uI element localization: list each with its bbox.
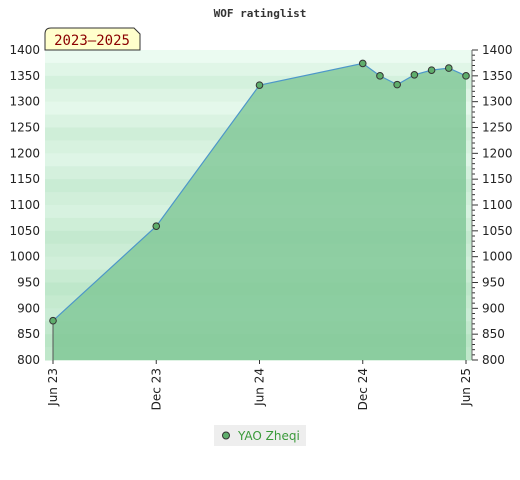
y-tick-label-right: 1300 [482,95,513,109]
x-axis: Jun 23 Dec 23 Jun 24 Dec 24 Jun 25 [46,360,473,410]
y-axis-right: 800 850 900 950 1000 1050 1100 1150 1200 1250 1300… [471,43,513,367]
y-tick-label-left: 1000 [9,250,40,264]
period-badge: 2023–2025 [44,27,141,51]
series-line [52,62,467,322]
y-tick-label-left: 1350 [9,69,40,83]
data-point[interactable] [427,66,436,74]
chart-title: WOF ratinglist [214,7,307,20]
x-tick-label: Jun 25 [459,368,473,407]
x-tick-label: Jun 23 [46,368,60,407]
y-tick-label-left: 850 [17,327,40,341]
data-point[interactable] [410,71,419,79]
y-tick-label-right: 1200 [482,146,513,160]
y-tick-label-right: 800 [482,353,505,367]
y-tick-label-right: 1400 [482,43,513,57]
data-point[interactable] [393,80,401,89]
legend-marker [222,431,230,440]
series-area-fill [53,63,466,360]
x-tick-label: Jun 24 [253,368,267,407]
y-tick-label-left: 1250 [9,121,40,135]
data-point[interactable] [152,222,161,230]
y-tick-label-right: 1150 [482,172,513,186]
y-tick-label-left: 1200 [9,146,40,160]
data-point[interactable] [49,316,57,325]
y-tick-label-left: 1400 [9,43,40,57]
y-tick-label-left: 950 [17,276,40,290]
data-point[interactable] [462,72,470,80]
data-point[interactable] [444,64,453,72]
y-tick-label-right: 1250 [482,121,513,135]
y-tick-label-right: 900 [482,301,505,315]
legend-box [214,425,306,446]
y-tick-label-left: 1300 [9,95,40,109]
y-tick-label-right: 1050 [482,224,513,238]
data-point[interactable] [358,59,367,68]
y-tick-label-right: 1350 [482,69,513,83]
y-tick-label-right: 1100 [482,198,513,212]
legend-label: YAO Zheqi [237,429,300,443]
plot-band [45,62,472,77]
x-tick-label: Dec 23 [149,368,163,410]
series-area [49,59,470,360]
y-tick-label-left: 1100 [9,198,40,212]
legend[interactable]: YAO Zheqi [214,425,306,446]
y-tick-label-right: 1000 [482,250,513,264]
y-axis-left: 800 850 900 950 1000 1050 1100 1150 1200 1250 1300… [9,43,40,367]
period-label: 2023–2025 [54,33,130,49]
y-tick-label-left: 1050 [9,224,40,238]
y-tick-label-right: 950 [482,276,505,290]
y-tick-label-right: 850 [482,327,505,341]
x-tick-label: Dec 24 [356,368,370,410]
y-tick-label-left: 1150 [9,172,40,186]
y-tick-label-left: 900 [17,301,40,315]
y-tick-label-left: 800 [17,353,40,367]
data-point[interactable] [255,81,264,89]
plot-band [45,50,472,64]
data-point[interactable] [376,72,384,80]
